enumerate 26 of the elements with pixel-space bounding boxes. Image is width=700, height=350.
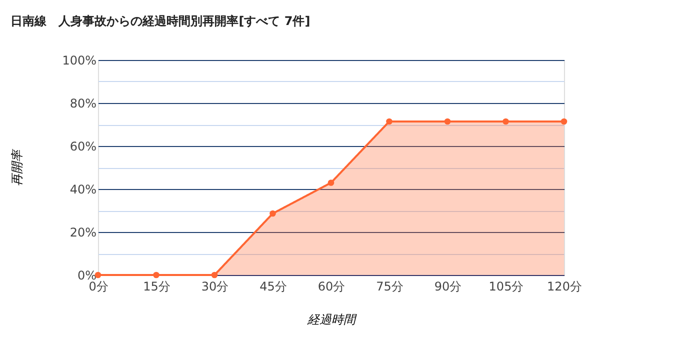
x-tick-label: 120分 [547, 280, 582, 294]
y-tick-label: 100% [62, 54, 96, 68]
point [211, 272, 218, 278]
point [153, 272, 160, 278]
x-tick-label: 75分 [376, 280, 404, 294]
x-tick-label: 60分 [318, 280, 346, 294]
point [560, 118, 568, 125]
point [386, 118, 392, 125]
point [502, 118, 509, 125]
y-tick-label: 0% [77, 268, 96, 282]
x-tick-label: 45分 [260, 280, 287, 294]
y-tick-label: 20% [70, 226, 96, 240]
x-tick-label: 105分 [488, 280, 524, 294]
point [444, 118, 451, 125]
x-tick-label: 0分 [88, 280, 108, 294]
x-axis-title: 経過時間 [306, 312, 358, 326]
y-axis-title: 再開率 [10, 148, 24, 186]
y-tick-label: 60% [70, 140, 96, 154]
x-tick-label: 90分 [434, 280, 462, 294]
y-tick-label: 40% [70, 182, 96, 196]
y-tick-label: 80% [70, 96, 96, 110]
x-tick-label: 15分 [143, 280, 170, 294]
x-tick-label: 30分 [201, 280, 229, 294]
point [328, 180, 334, 186]
point [270, 210, 276, 217]
chart-title: 日南線 人身事故からの経過時間別再開率[すべて 7件] [10, 14, 310, 28]
